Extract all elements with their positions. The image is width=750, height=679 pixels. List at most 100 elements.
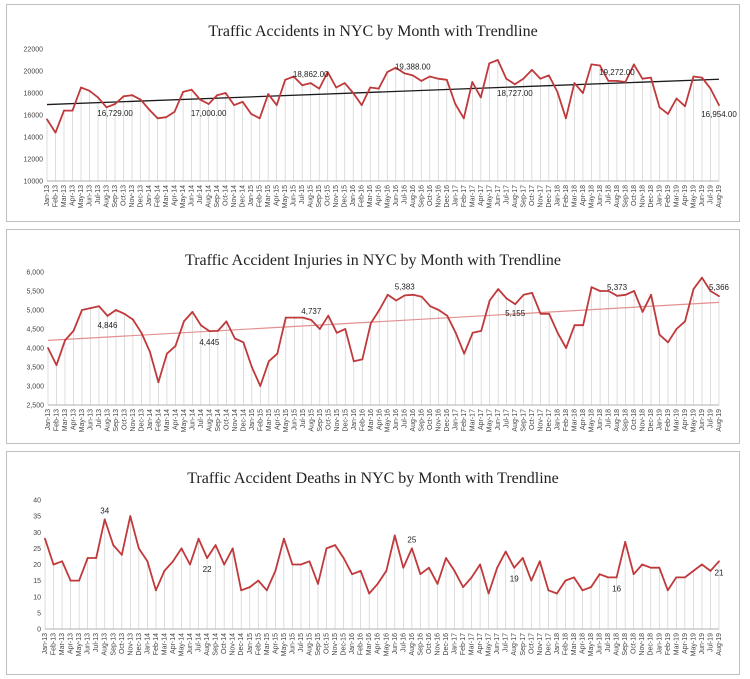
x-tick-label: Dec-14 [238, 633, 245, 656]
data-point [163, 570, 166, 572]
x-tick-label: Oct-15 [325, 185, 332, 206]
y-tick-label: 12000 [24, 157, 44, 164]
data-label: 5,155 [505, 309, 526, 318]
data-point [95, 557, 98, 559]
data-point [539, 312, 542, 315]
x-tick-label: Apr-16 [376, 185, 383, 206]
data-point [412, 293, 415, 296]
data-point [214, 544, 217, 547]
x-tick-label: Apr-13 [70, 409, 77, 430]
data-point [684, 320, 686, 323]
data-point [616, 294, 618, 297]
x-tick-label: Mar-13 [61, 185, 68, 207]
x-tick-label: May-19 [691, 409, 698, 432]
y-tick-label: 10000 [24, 179, 44, 186]
data-point [615, 576, 618, 579]
x-tick-label: Aug-16 [409, 633, 416, 656]
data-point [325, 547, 328, 550]
x-tick-label: May-14 [180, 185, 187, 208]
data-point [310, 319, 313, 321]
x-tick-label: Nov-18 [639, 633, 646, 656]
data-point [46, 118, 48, 121]
data-point [684, 105, 686, 108]
x-tick-label: Aug-14 [206, 409, 213, 432]
data-point [172, 560, 174, 563]
data-point [420, 80, 423, 82]
x-tick-label: Oct-16 [426, 633, 433, 654]
x-tick-label: Oct-14 [221, 633, 228, 654]
x-tick-label: Mar-18 [571, 185, 578, 207]
data-point [675, 576, 678, 579]
data-point [599, 64, 601, 67]
x-tick-label: Apr-18 [579, 633, 586, 654]
data-point [301, 84, 304, 87]
data-point [225, 320, 228, 323]
data-point [250, 113, 253, 115]
x-tick-label: Nov-13 [129, 185, 136, 208]
data-point [69, 579, 72, 582]
x-tick-label: Jul-19 [707, 633, 714, 652]
data-point [231, 547, 234, 550]
x-tick-label: Jul-16 [401, 185, 408, 204]
injuries-line-chart: 2,500 3,000 3,500 4,000 4,500 5,000 5,500 6,000… [26, 270, 729, 433]
data-point [233, 337, 236, 340]
data-point [157, 381, 160, 384]
data-point [242, 341, 245, 344]
x-tick-label: Jan-15 [248, 185, 255, 207]
data-point [166, 352, 168, 355]
data-point [352, 360, 355, 363]
data-point [335, 86, 338, 89]
x-tick-label: Jun-17 [495, 409, 502, 431]
x-tick-label: Oct-13 [121, 409, 128, 430]
x-tick-label: Mar-14 [161, 633, 168, 655]
x-tick-label: Sep-15 [315, 633, 322, 656]
x-tick-label: Jun-19 [699, 185, 706, 207]
x-tick-label: Apr-18 [580, 409, 587, 430]
x-tick-label: Aug-18 [614, 633, 621, 656]
data-point [132, 318, 134, 321]
x-tick-label: Feb-13 [53, 409, 60, 431]
x-tick-label: Nov-15 [333, 185, 340, 208]
x-tick-label: Jan-13 [42, 633, 49, 655]
data-point [709, 570, 712, 572]
x-tick-label: May-18 [589, 409, 596, 432]
data-point [351, 573, 354, 576]
x-tick-label: Aug-18 [614, 409, 621, 432]
data-point [318, 328, 321, 330]
data-point [80, 86, 82, 89]
data-point [233, 104, 236, 106]
data-point [539, 77, 542, 80]
x-tick-label: Mar-14 [163, 185, 170, 207]
data-point [488, 299, 491, 302]
data-point [530, 579, 533, 582]
y-tick-label: 35 [33, 514, 41, 521]
x-tick-label: Feb-19 [665, 409, 672, 431]
x-tick-label: May-19 [690, 633, 697, 656]
x-tick-label: Aug-19 [716, 409, 723, 432]
data-point [52, 563, 55, 566]
x-tick-label: Aug-17 [512, 185, 519, 208]
data-point [291, 563, 294, 566]
x-tick-label: Feb-19 [665, 185, 672, 207]
data-point [309, 82, 312, 84]
data-point [513, 83, 516, 86]
x-tick-label: Jul-15 [299, 185, 306, 204]
data-point [326, 71, 329, 73]
data-point [182, 91, 185, 93]
x-tick-label: Dec-16 [443, 633, 450, 656]
data-label: 19,388.00 [395, 62, 431, 71]
data-point [718, 295, 720, 297]
data-point [701, 76, 703, 79]
x-tick-label: Nov-17 [537, 633, 544, 656]
data-point [115, 309, 117, 311]
x-tick-label: Aug-16 [410, 185, 417, 208]
accidents-chart-panel: Traffic Accidents in NYC by Month with T… [6, 4, 740, 222]
data-label: 17,000.00 [191, 109, 227, 118]
x-tick-label: Dec-15 [342, 409, 349, 432]
data-label: 5,383 [395, 282, 416, 291]
data-point [718, 104, 720, 106]
x-tick-label: Apr-17 [478, 185, 485, 206]
data-point [393, 534, 396, 537]
x-tick-label: Sep-16 [419, 409, 426, 432]
x-tick-label: Feb-17 [460, 633, 467, 655]
